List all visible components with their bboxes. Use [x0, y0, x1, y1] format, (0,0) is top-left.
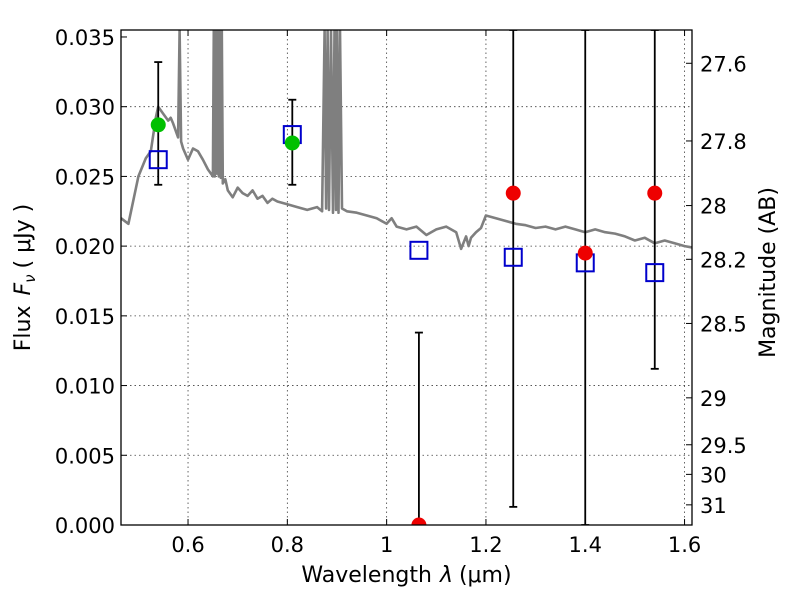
y2-tick-label: 30: [700, 463, 727, 487]
y-tick-label: 0.010: [55, 375, 115, 399]
x-axis-label-symbol: λ: [439, 563, 453, 588]
y2-tick-label: 28.2: [700, 248, 747, 272]
x-tick-label: 1.4: [569, 533, 602, 557]
model-spectrum-line: [121, 30, 692, 251]
y-axis-label-symbol: F: [11, 282, 36, 295]
x-axis-label: Wavelength λ (μm): [301, 563, 511, 588]
y-axis-label: Flux Fν ( μJy ): [11, 204, 39, 351]
upper-point-marker: [505, 185, 521, 201]
upper-point-marker: [411, 517, 427, 525]
x-tick-label: 0.8: [271, 533, 304, 557]
upper-point-marker: [577, 245, 593, 261]
model-point-square: [503, 247, 523, 267]
model-point-square: [148, 150, 168, 170]
y2-tick-label: 29: [700, 387, 727, 411]
model-point-square: [645, 263, 665, 283]
data-layer: [121, 30, 692, 525]
y-tick-label: 0.015: [55, 305, 115, 329]
y2-axis-label: Magnitude (AB): [756, 187, 781, 358]
y-tick-label: 0.000: [55, 514, 115, 538]
model-point-square: [409, 240, 429, 260]
y-axis-label-sub: ν: [21, 274, 39, 282]
x-tick-label: 1: [380, 533, 393, 557]
plot-frame: [120, 29, 693, 526]
grid-layer: [121, 30, 692, 525]
axis-layer: 0.6 0.8 1 1.2 1.4 1.6 0.000 0.005 0.010 0.015 0.02…: [55, 26, 747, 557]
y2-tick-label: 28.5: [700, 312, 747, 336]
y2-tick-label: 27.6: [700, 52, 747, 76]
upper-point-marker: [647, 185, 663, 201]
x-tick-label: 1.2: [469, 533, 502, 557]
x-axis-label-unit: (μm): [459, 563, 512, 588]
observed-point-marker: [150, 117, 166, 133]
observed-point-marker: [284, 135, 300, 151]
x-axis-label-text: Wavelength: [301, 563, 432, 588]
y2-tick-label: 28: [700, 195, 727, 219]
y-tick-label: 0.005: [55, 444, 115, 468]
y-tick-label: 0.035: [55, 26, 115, 50]
y2-tick-label: 29.5: [700, 434, 747, 458]
x-tick-label: 1.6: [668, 533, 701, 557]
y2-tick-label: 27.8: [700, 130, 747, 154]
y-axis-label-unit: ( μJy ): [11, 204, 36, 269]
y-tick-label: 0.030: [55, 96, 115, 120]
y-tick-label: 0.025: [55, 165, 115, 189]
y-axis-label-text: Flux: [11, 305, 36, 351]
y2-tick-label: 31: [700, 494, 727, 518]
y-tick-label: 0.020: [55, 235, 115, 259]
x-tick-label: 0.6: [171, 533, 204, 557]
